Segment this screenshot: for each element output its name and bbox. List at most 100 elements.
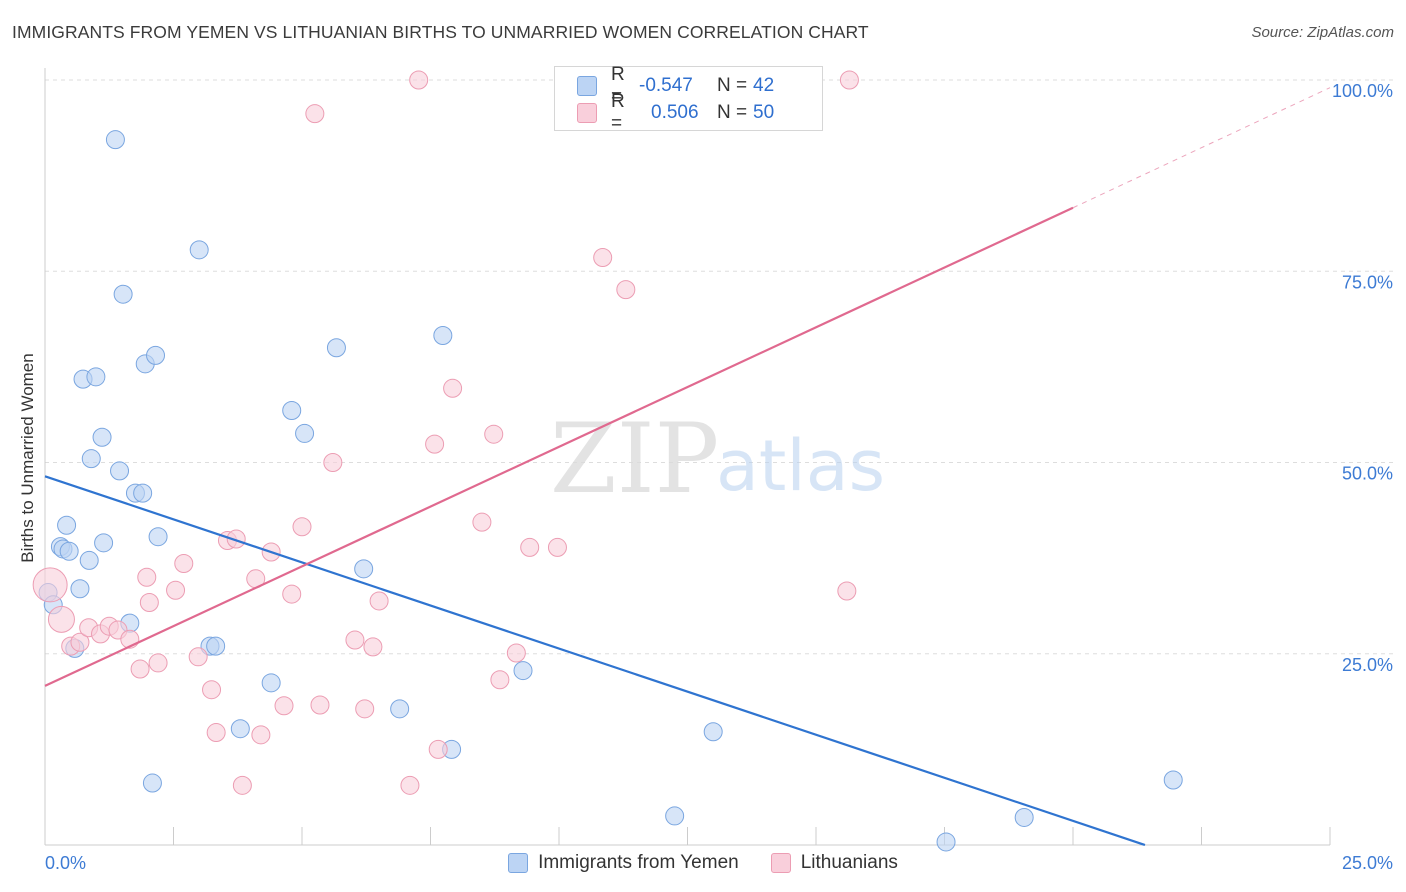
bottom-legend-lithuanians[interactable]: Lithuanians (770, 852, 898, 874)
data-point (282, 584, 302, 604)
data-point (513, 661, 533, 681)
data-point (137, 567, 157, 587)
source-label: Source: ZipAtlas.com (1251, 24, 1394, 41)
data-point (57, 515, 77, 535)
data-point (32, 567, 68, 603)
data-point (282, 400, 302, 420)
data-point (506, 643, 526, 663)
data-point (274, 696, 294, 716)
data-point (133, 483, 153, 503)
data-point (59, 541, 79, 561)
bottom-legend-swatch-yemen (508, 853, 529, 873)
n-value-yemen: 42 (753, 75, 775, 96)
data-point (174, 553, 194, 573)
data-point (206, 636, 226, 656)
data-point (94, 533, 114, 553)
data-point (837, 581, 857, 601)
data-point (326, 338, 346, 358)
grid-lines (45, 79, 1395, 655)
data-point (142, 773, 162, 793)
data-point (47, 605, 75, 633)
data-point (130, 659, 150, 679)
data-point (936, 832, 956, 852)
data-point (232, 775, 252, 795)
n-label: N = (717, 75, 748, 96)
data-point (490, 670, 510, 690)
data-point (703, 722, 723, 742)
y-tick-label: 100.0% (1332, 81, 1393, 101)
data-point (390, 699, 410, 719)
legend-row-yemen: R = -0.547 N = 42 (577, 64, 775, 107)
data-point (472, 512, 492, 532)
data-point (92, 427, 112, 447)
data-point (400, 775, 420, 795)
bottom-legend-swatch-lithuanians (770, 853, 791, 873)
data-point (166, 580, 186, 600)
data-point (665, 806, 685, 826)
r-value-lithuanians: 0.506 (651, 102, 699, 123)
bottom-legend: Immigrants from Yemen Lithuanians (0, 852, 1406, 874)
axes (44, 68, 1331, 846)
trend-extension-lithuanians (1072, 87, 1331, 209)
data-point (70, 579, 90, 599)
data-point (616, 280, 636, 300)
legend-row-lithuanians: R = 0.506 N = 50 (577, 91, 775, 134)
data-point (202, 680, 222, 700)
data-point (839, 70, 859, 90)
data-point (189, 240, 209, 260)
x-tick-label: 0.0% (45, 853, 86, 873)
data-point (409, 70, 429, 90)
data-point (70, 632, 90, 652)
r-label: R = (611, 91, 625, 134)
watermark-atlas: atlas (716, 425, 885, 507)
n-label: N = (717, 102, 748, 123)
data-point (484, 424, 504, 444)
data-point (323, 453, 343, 472)
legend-swatch-yemen (577, 76, 597, 96)
data-point (251, 725, 271, 745)
data-point (110, 461, 130, 481)
data-point (113, 284, 133, 304)
data-point (520, 537, 540, 557)
watermark-zip: ZIP (550, 403, 719, 515)
x-tick-label: 25.0% (1342, 853, 1393, 873)
stats-legend: R = -0.547 N = 42 R = 0.506 N = 50 (554, 64, 823, 134)
data-point (148, 653, 168, 673)
tick-labels: 25.0% 50.0% 75.0% 100.0% 0.0% 25.0% (45, 81, 1393, 873)
data-point (443, 378, 463, 398)
data-point (547, 537, 567, 557)
data-points (32, 70, 1183, 852)
data-point (345, 630, 365, 650)
series-lithuanians (32, 70, 859, 795)
bottom-legend-yemen[interactable]: Immigrants from Yemen (508, 852, 739, 874)
data-point (363, 637, 383, 657)
bottom-legend-label-lithuanians: Lithuanians (800, 852, 898, 873)
y-tick-label: 25.0% (1342, 655, 1393, 675)
r-label: R = (611, 64, 625, 107)
data-point (188, 647, 208, 667)
r-value-yemen: -0.547 (639, 75, 693, 96)
bottom-legend-label-yemen: Immigrants from Yemen (538, 852, 739, 873)
legend-swatch-lithuanians (577, 103, 597, 123)
data-point (81, 449, 101, 469)
data-point (433, 326, 453, 346)
y-tick-label: 75.0% (1342, 272, 1393, 292)
data-point (226, 529, 246, 549)
data-point (139, 592, 159, 612)
n-value-lithuanians: 50 (753, 102, 775, 123)
data-point (305, 104, 325, 124)
data-point (206, 723, 226, 743)
data-point (148, 527, 168, 547)
data-point (425, 434, 445, 454)
trend-line-yemen (44, 475, 1146, 847)
data-point (310, 695, 330, 715)
data-point (428, 739, 448, 759)
data-point (230, 719, 250, 739)
trend-lines (44, 87, 1331, 847)
data-point (146, 345, 166, 365)
data-point (593, 247, 613, 267)
y-axis-label: Births to Unmarried Women (18, 353, 37, 562)
y-tick-label: 50.0% (1342, 464, 1393, 484)
data-point (1014, 807, 1034, 827)
